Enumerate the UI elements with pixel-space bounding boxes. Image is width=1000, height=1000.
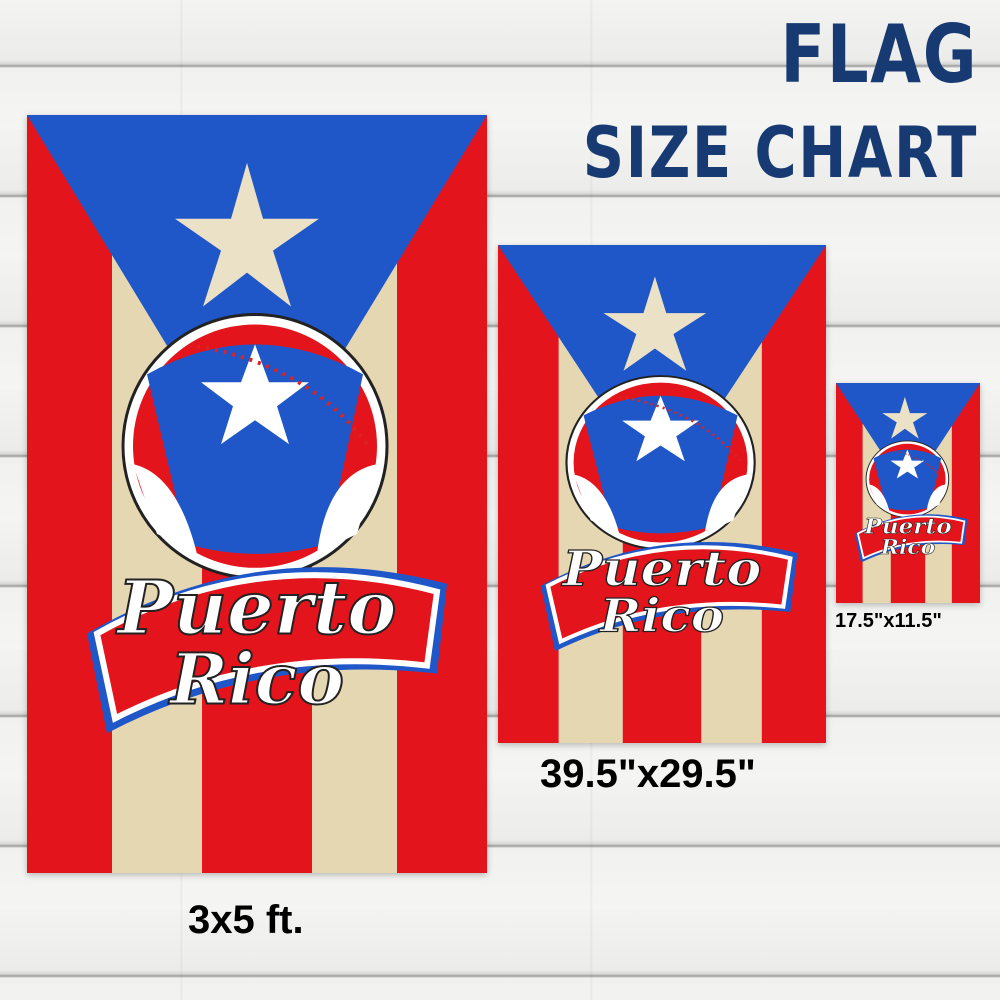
flag-medium: Puerto Rico — [498, 245, 826, 743]
flag-word-1: Puerto — [115, 566, 396, 652]
size-label-medium: 39.5"x29.5" — [540, 752, 756, 796]
flag-word-2: Rico — [168, 639, 344, 721]
size-label-small: 17.5"x11.5" — [835, 610, 942, 632]
flag-word-2: Rico — [880, 535, 936, 559]
title-line-1: FLAG — [780, 8, 978, 101]
flag-large: Puerto Rico — [27, 115, 487, 873]
flag-word-2: Rico — [598, 590, 724, 644]
flag-word-1: Puerto — [863, 514, 951, 539]
size-label-large: 3x5 ft. — [188, 898, 304, 942]
flag-small: Puerto Rico — [836, 383, 980, 603]
title-line-2: SIZE CHART — [582, 112, 978, 194]
flag-word-1: Puerto — [560, 540, 761, 597]
